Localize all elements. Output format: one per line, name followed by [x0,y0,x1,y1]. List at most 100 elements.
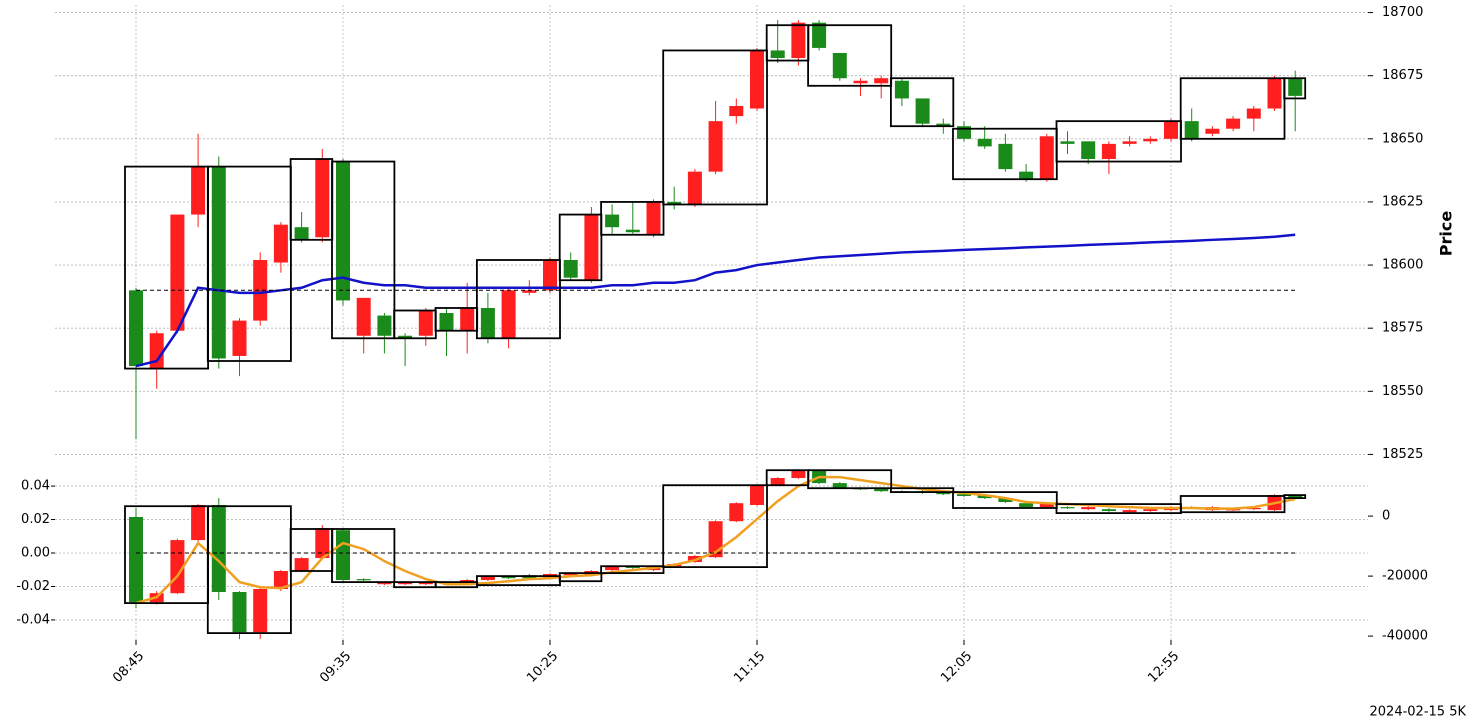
range-box [331,160,396,340]
candle-body [356,297,371,336]
candle-body [211,505,226,592]
candle-body [1039,503,1054,508]
candle-body [480,576,495,580]
range-box [662,49,768,206]
candle-body [853,80,868,84]
y-tick-label: 0.02 [21,512,50,527]
footer: 2024-02-15 5K [1370,705,1467,720]
candle-body [1019,503,1034,508]
candle-body [1081,507,1096,510]
candle-body [356,579,371,581]
indicator-line [135,475,1296,605]
y2-tick-label: 18650 [1382,131,1423,146]
range-box [1179,77,1286,140]
candle-body [1101,509,1116,511]
candle-body [874,488,889,492]
candle-body [191,505,206,541]
candle-body [1205,128,1220,134]
candle-body [294,558,309,571]
candle-body [1081,141,1096,160]
candle-body [936,493,951,495]
candle-body [957,494,971,496]
range-box [331,528,396,583]
candle-body [687,171,702,205]
candle-body [1288,78,1303,96]
candle-body [750,485,764,505]
candle-body [149,333,164,369]
candle-body [1143,138,1158,142]
candle-body [211,166,226,359]
candle-body [460,307,475,331]
range-box [1283,494,1307,500]
candle-body [874,78,889,84]
candle-body [253,260,268,321]
range-box [600,201,665,236]
candle-body [273,571,288,589]
range-box [206,165,292,362]
candle-body [1288,495,1303,499]
candle-body [998,498,1013,502]
x-tick-label: 10:25 [524,649,561,686]
x-tick-label: 12:55 [1145,649,1182,686]
candle-body [1060,141,1075,144]
candle-body [1164,121,1178,139]
candle-body [377,582,392,585]
y2-tick-label: 18525 [1382,447,1423,462]
candle-body [667,201,682,205]
range-box [662,484,768,569]
y-axis-title: Price [1437,211,1456,257]
candle-body [418,310,433,336]
x-tick-label: 09:35 [317,649,354,686]
candle-body [791,22,806,59]
x-tick-label: 12:05 [938,649,975,686]
candle-body [563,260,578,278]
candle-body [480,307,495,339]
candle-body [770,478,785,486]
candle-body [770,50,785,59]
candle-body [708,121,723,172]
candle-body [832,52,847,79]
candle-body [336,161,350,301]
candle-body [625,229,640,233]
candle-body [398,335,413,339]
candle-body [729,105,744,117]
candle-body [418,583,433,585]
y2-tick-label: 18600 [1382,258,1423,273]
candle-body [129,517,143,603]
candle-body [605,566,620,571]
candle-body [439,313,454,331]
candle-body [977,495,992,499]
candle-body [501,290,516,339]
candle-body [584,214,599,281]
y-tick-label: 0.04 [21,479,50,494]
candle-body [232,320,247,356]
candle-body [1019,171,1034,180]
candle-body [646,201,661,235]
candle-body [129,290,143,367]
candle-body [1122,510,1137,513]
candle-body [501,576,516,579]
candle-body [1060,507,1075,509]
candle-body [398,583,413,585]
candle-body [273,224,288,263]
candle-body [522,290,537,293]
candle-body [377,315,392,336]
candle-body [1101,143,1116,160]
range-box [1055,120,1182,163]
candle-body [253,589,268,633]
y-tick-label: 0.00 [21,546,50,561]
candle-body [336,530,350,580]
y2-tick-label: 18550 [1382,384,1423,399]
candle-body [936,123,951,127]
y2-tick-label: 18675 [1382,68,1423,83]
candle-body [232,592,247,633]
range-box [952,491,1058,509]
y2-tick-label: 18575 [1382,321,1423,336]
range-box [890,77,955,128]
candle-body [894,80,909,99]
range-box [393,581,437,589]
candle-body [191,166,206,215]
candle-body [543,260,557,291]
range-box [558,213,603,282]
